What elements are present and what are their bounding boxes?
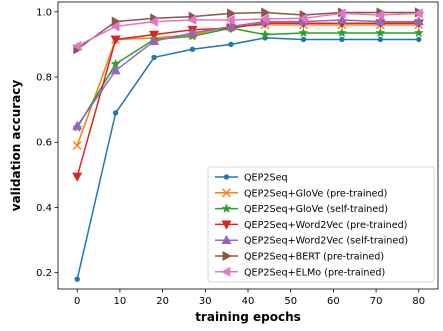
legend-entry: QEP2Seq bbox=[215, 173, 288, 184]
data-point bbox=[72, 120, 83, 130]
data-point bbox=[377, 36, 384, 43]
data-point bbox=[336, 27, 347, 38]
y-tick-label: 0.6 bbox=[36, 138, 52, 149]
legend-entry: QEP2Seq+GloVe (pre-trained) bbox=[215, 188, 387, 199]
data-point bbox=[187, 14, 197, 25]
data-point bbox=[261, 7, 271, 18]
legend-label: QEP2Seq+Word2Vec (pre-trained) bbox=[244, 220, 407, 231]
series-line bbox=[76, 19, 419, 127]
series-line bbox=[76, 22, 419, 177]
legend-label: QEP2Seq+GloVe (self-trained) bbox=[244, 204, 388, 215]
y-tick-label: 0.4 bbox=[36, 203, 52, 214]
data-point bbox=[187, 27, 198, 37]
legend: QEP2Seq QEP2Seq+GloVe (pre-trained) QEP2Se… bbox=[207, 166, 435, 283]
legend-swatch-marker bbox=[221, 203, 232, 213]
legend-swatch-marker bbox=[222, 250, 232, 262]
legend-entry: QEP2Seq+BERT (pre-trained) bbox=[215, 250, 384, 263]
data-point bbox=[298, 27, 309, 38]
data-point bbox=[148, 16, 158, 27]
data-point bbox=[413, 27, 424, 38]
legend-box bbox=[207, 166, 435, 283]
x-axis-label: training epochs bbox=[195, 310, 301, 324]
data-point bbox=[110, 35, 121, 45]
data-point bbox=[413, 16, 424, 26]
data-point bbox=[300, 36, 307, 43]
data-point bbox=[112, 110, 119, 116]
x-tick-label: 50 bbox=[284, 296, 297, 307]
legend-swatch-marker bbox=[222, 188, 231, 198]
data-point bbox=[110, 65, 121, 75]
data-point bbox=[416, 36, 422, 43]
legend-swatch-marker bbox=[223, 174, 230, 180]
legend-swatch-marker bbox=[221, 220, 232, 230]
data-point bbox=[228, 41, 234, 48]
y-tick-label: 0.8 bbox=[36, 73, 52, 84]
legend-label: QEP2Seq+BERT (pre-trained) bbox=[244, 252, 384, 263]
x-tick-label: 10 bbox=[114, 296, 127, 307]
legend-entry: QEP2Seq+Word2Vec (self-trained) bbox=[215, 234, 408, 247]
series-line bbox=[76, 37, 419, 280]
data-point bbox=[339, 36, 345, 43]
series-4 bbox=[72, 14, 424, 130]
data-point bbox=[259, 13, 269, 25]
axis-ticks: 0 10 20 30 40 50 60 70 80 0.2 0.4 0.6 0.8 1.0 bbox=[36, 7, 425, 307]
y-tick-label: 0.2 bbox=[36, 268, 52, 279]
y-axis-label: validation accuracy bbox=[9, 80, 23, 212]
data-point bbox=[298, 13, 308, 24]
y-tick-label: 1.0 bbox=[36, 7, 52, 18]
legend-swatch-marker bbox=[221, 234, 232, 245]
legend-label: QEP2Seq+GloVe (pre-trained) bbox=[244, 188, 387, 199]
legend-entry: QEP2Seq+ELMo (pre-trained) bbox=[215, 266, 385, 278]
x-tick-label: 30 bbox=[199, 296, 212, 307]
data-point bbox=[375, 27, 386, 38]
data-point bbox=[336, 14, 347, 24]
data-point bbox=[375, 16, 386, 26]
data-point bbox=[413, 8, 423, 19]
x-tick-label: 70 bbox=[370, 296, 383, 307]
data-point bbox=[225, 21, 236, 31]
data-point bbox=[72, 141, 82, 150]
series-0 bbox=[74, 35, 422, 282]
x-tick-label: 80 bbox=[412, 296, 425, 307]
data-point bbox=[336, 8, 346, 19]
series-line bbox=[76, 11, 419, 50]
legend-label: QEP2Seq bbox=[244, 173, 288, 184]
data-point bbox=[189, 46, 196, 52]
legend-entry: QEP2Seq+GloVe (self-trained) bbox=[215, 203, 388, 215]
data-point bbox=[260, 29, 271, 39]
legend-swatch-marker bbox=[221, 266, 231, 277]
x-tick-label: 0 bbox=[74, 296, 80, 307]
series-line bbox=[76, 12, 419, 47]
x-tick-label: 20 bbox=[156, 296, 169, 307]
x-tick-label: 60 bbox=[327, 296, 340, 307]
plot-area bbox=[71, 7, 425, 282]
data-point bbox=[149, 30, 160, 40]
data-point bbox=[225, 14, 235, 25]
data-point bbox=[151, 54, 157, 61]
data-point bbox=[149, 35, 160, 45]
legend-label: QEP2Seq+Word2Vec (self-trained) bbox=[244, 236, 408, 247]
data-point bbox=[74, 276, 80, 282]
data-point bbox=[227, 8, 237, 19]
series-6 bbox=[71, 8, 423, 52]
legend-label: QEP2Seq+ELMo (pre-trained) bbox=[244, 267, 385, 278]
x-tick-label: 40 bbox=[242, 296, 255, 307]
series-line bbox=[76, 27, 419, 128]
data-point bbox=[72, 172, 83, 182]
legend-entry: QEP2Seq+Word2Vec (pre-trained) bbox=[215, 220, 407, 231]
data-point bbox=[110, 21, 120, 32]
data-point bbox=[375, 10, 385, 21]
data-point bbox=[71, 40, 82, 52]
